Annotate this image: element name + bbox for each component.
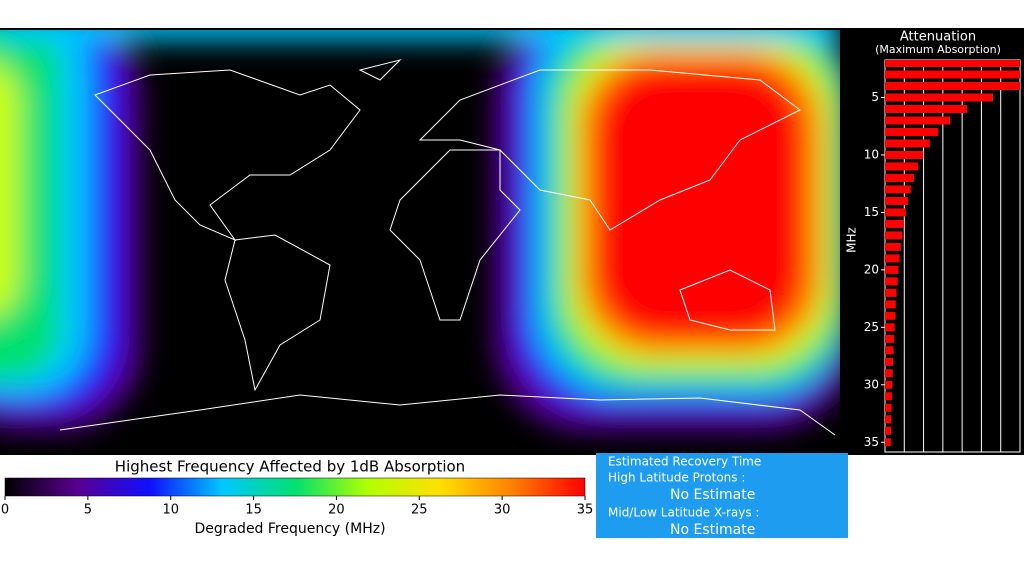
- recovery-title: Estimated Recovery Time: [608, 455, 761, 469]
- x-tick-label: 30: [994, 457, 1008, 470]
- bar: [885, 438, 891, 446]
- x-tick-label: 5: [901, 457, 908, 470]
- bar: [885, 116, 950, 124]
- xrays-label: Mid/Low Latitude X-rays :: [608, 506, 759, 520]
- y-tick-label: 25: [864, 320, 879, 334]
- bar: [885, 254, 900, 262]
- protons-label: High Latitude Protons :: [608, 471, 745, 485]
- bar: [885, 323, 895, 331]
- bar: [885, 151, 923, 159]
- x-axis-label: dB: [929, 484, 948, 500]
- colorbar-tick-label: 5: [84, 503, 92, 518]
- bar: [885, 335, 894, 343]
- bar: [885, 266, 899, 274]
- bar: [885, 174, 914, 182]
- bar: [885, 415, 891, 423]
- bar: [885, 82, 1020, 90]
- colorbar: [5, 478, 585, 496]
- colorbar-tick-label: 15: [245, 503, 262, 518]
- y-tick-label: 30: [864, 377, 879, 391]
- bar: [885, 220, 904, 228]
- bar: [885, 312, 895, 320]
- bar: [885, 243, 901, 251]
- bar: [885, 93, 993, 101]
- x-tick-label: 20: [955, 457, 969, 470]
- bar: [885, 381, 892, 389]
- xrays-value: No Estimate: [670, 522, 755, 538]
- bar: [885, 358, 893, 366]
- bar: [885, 300, 896, 308]
- y-tick-label: 35: [864, 435, 879, 449]
- bar: [885, 59, 1020, 67]
- colorbar-tick-label: 35: [577, 503, 594, 518]
- x-tick-label: 0: [882, 457, 889, 470]
- bar: [885, 128, 938, 136]
- colorbar-tick-label: 10: [162, 503, 179, 518]
- y-axis-label: MHz: [845, 227, 859, 253]
- colorbar-label: Degraded Frequency (MHz): [194, 521, 385, 537]
- bar: [885, 208, 906, 216]
- colorbar-tick-label: 25: [411, 503, 428, 518]
- y-tick-label: 20: [864, 262, 879, 276]
- x-tick-label: 25: [974, 457, 988, 470]
- bar: [885, 277, 898, 285]
- bar: [885, 105, 967, 113]
- bar: [885, 427, 891, 435]
- bar: [885, 70, 1020, 78]
- bar: [885, 392, 892, 400]
- chart-subtitle: (Maximum Absorption): [875, 43, 1001, 56]
- protons-value: No Estimate: [670, 487, 755, 503]
- x-tick-label: 10: [917, 457, 931, 470]
- bar: [885, 404, 892, 412]
- bar: [885, 162, 918, 170]
- bar: [885, 185, 911, 193]
- bar: [885, 231, 902, 239]
- bar: [885, 346, 893, 354]
- y-tick-label: 5: [871, 90, 879, 104]
- y-tick-label: 15: [864, 205, 879, 219]
- y-tick-label: 10: [864, 147, 879, 161]
- bar: [885, 139, 930, 147]
- x-tick-label: 35: [1013, 457, 1024, 470]
- bar: [885, 197, 908, 205]
- bar: [885, 369, 893, 377]
- x-tick-label: 15: [936, 457, 950, 470]
- colorbar-tick-label: 0: [1, 503, 9, 518]
- colorbar-tick-label: 20: [328, 503, 345, 518]
- colorbar-tick-label: 30: [494, 503, 511, 518]
- colorbar-title: Highest Frequency Affected by 1dB Absorp…: [115, 458, 465, 476]
- bar: [885, 289, 897, 297]
